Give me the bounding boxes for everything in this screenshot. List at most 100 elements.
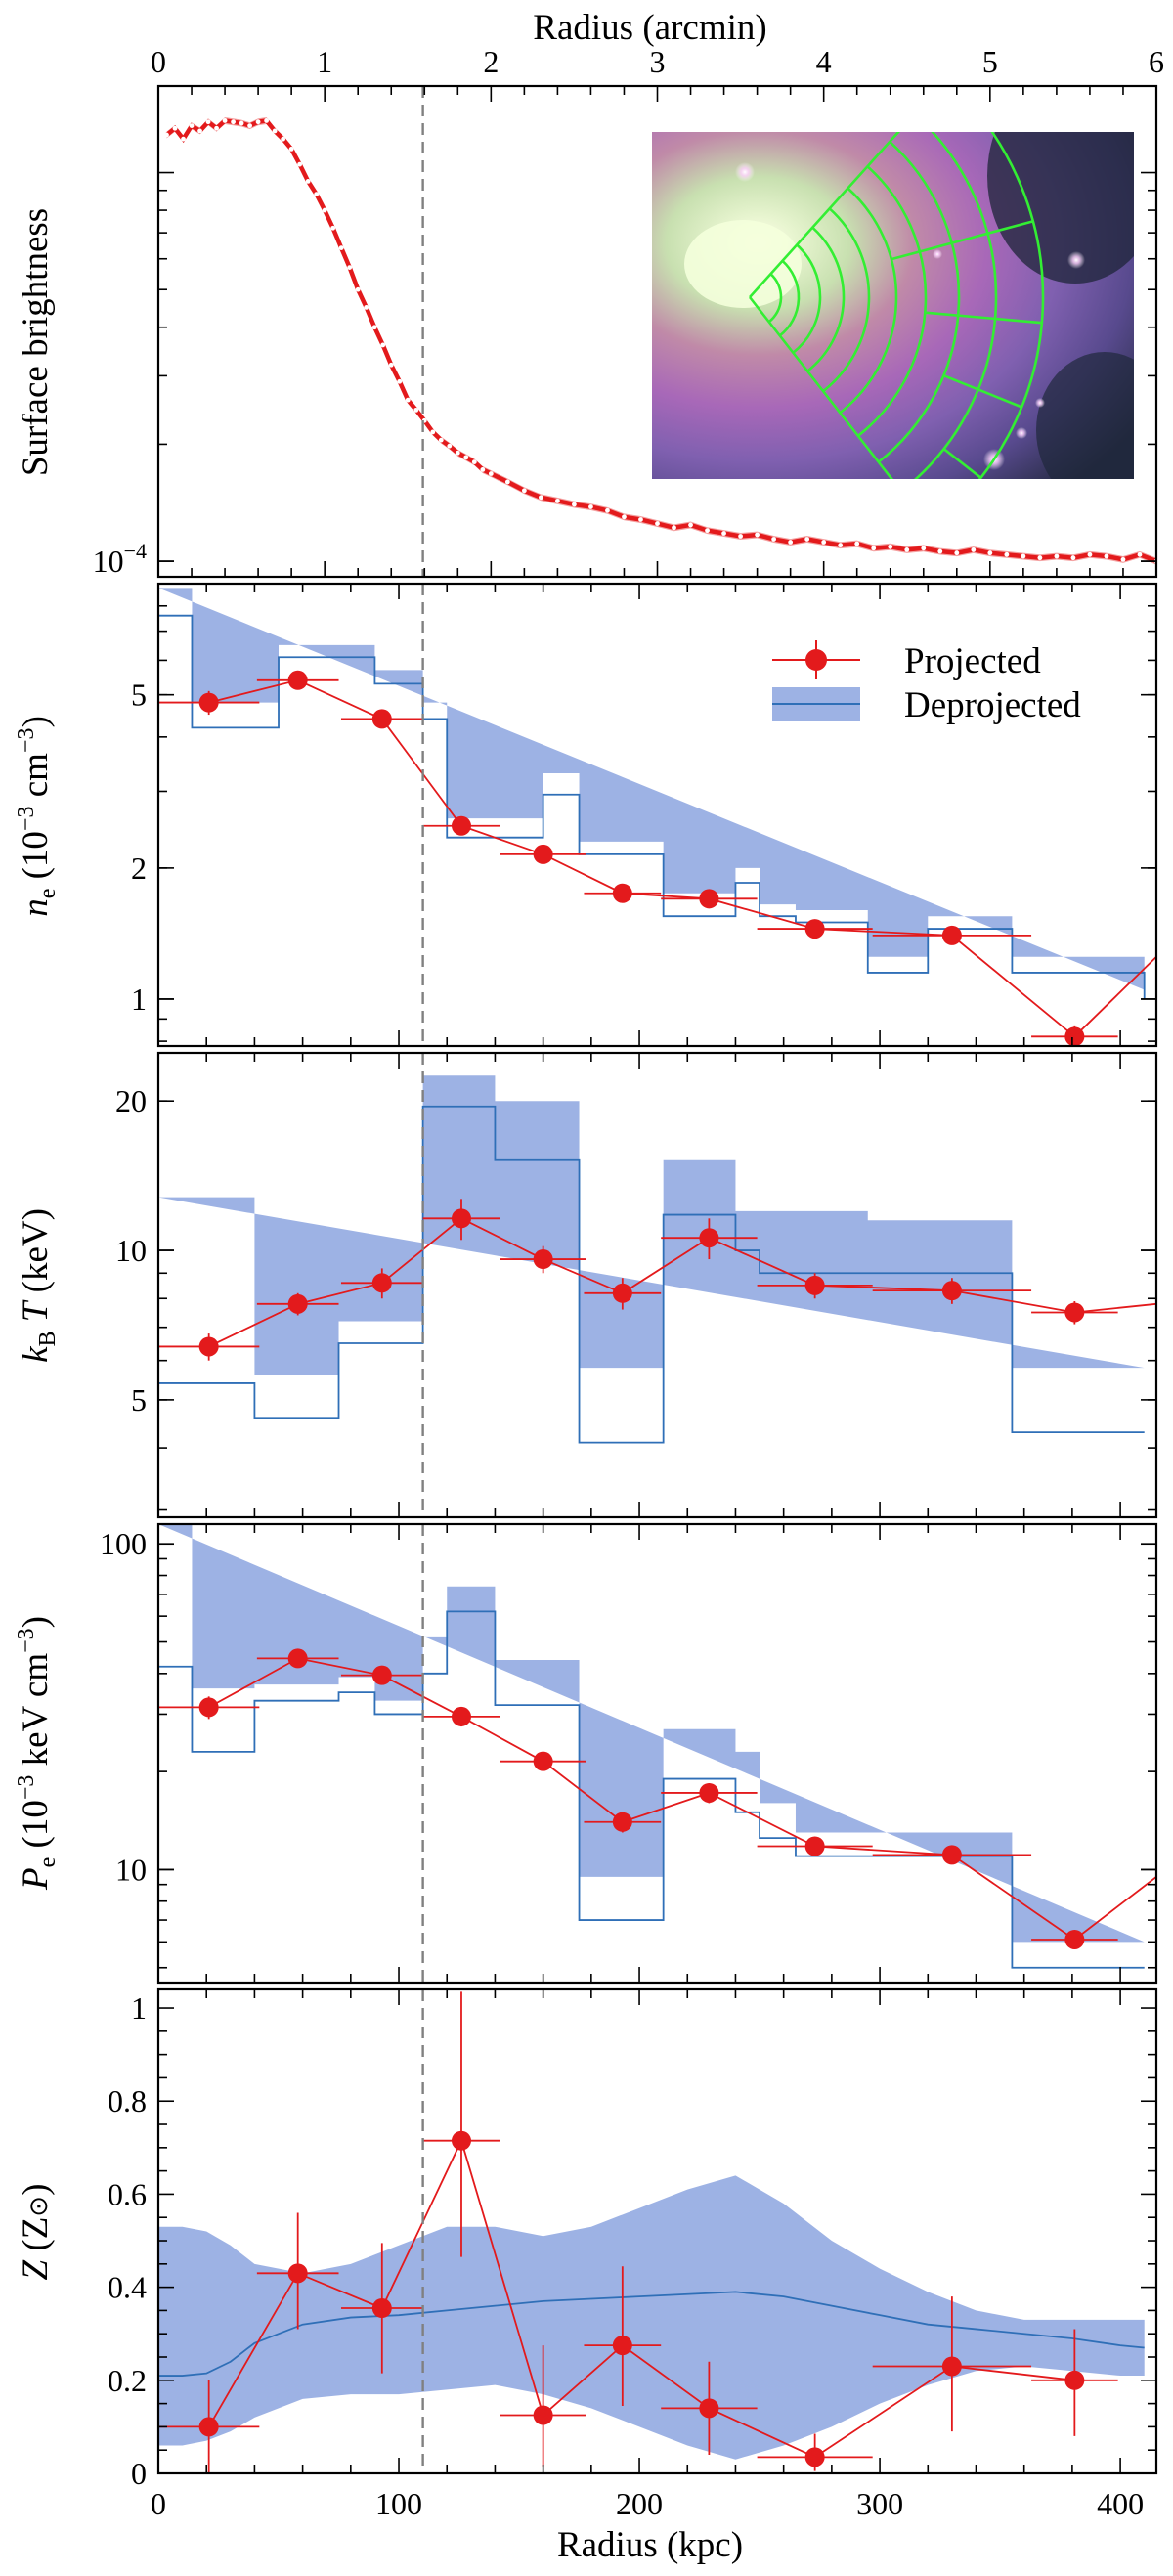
- kt-ylabel: kB T (keV): [16, 1208, 61, 1363]
- pe-ytick-label: 100: [100, 1526, 147, 1561]
- sb-point: [197, 128, 202, 134]
- sb-point: [1070, 555, 1076, 561]
- sector-arc: [806, 226, 846, 372]
- z-point: [699, 2398, 719, 2419]
- sb-point: [405, 397, 411, 403]
- sb-point: [463, 455, 469, 460]
- kt-deprojected-band: [158, 1075, 1145, 1375]
- kt-point: [451, 1208, 471, 1229]
- sector-split: [942, 373, 1022, 409]
- z-point: [1064, 2370, 1085, 2390]
- sb-point: [1137, 551, 1143, 557]
- legend-deprojected-label: Deprojected: [904, 685, 1081, 725]
- z-point: [533, 2405, 553, 2425]
- sb-point: [937, 548, 943, 554]
- z-point: [287, 2263, 308, 2284]
- kt-ytick-label: 10: [115, 1233, 147, 1268]
- sb-point: [755, 532, 760, 538]
- legend-projected-label: Projected: [904, 641, 1041, 681]
- sb-point: [338, 245, 344, 250]
- sb-plot-area: [164, 117, 1156, 565]
- sb-point: [721, 531, 726, 536]
- sb-point: [821, 540, 827, 545]
- sector-arc: [822, 207, 871, 393]
- sb-point: [622, 514, 627, 520]
- z-frame: [156, 1987, 1158, 2475]
- sb-point: [555, 498, 560, 503]
- sb-point: [904, 547, 910, 552]
- sb-point: [688, 522, 693, 528]
- kt-ytick-label: 5: [131, 1382, 147, 1418]
- sb-point: [397, 378, 403, 384]
- pe-point: [451, 1706, 471, 1726]
- pe-point: [941, 1845, 962, 1865]
- ne-frame: [156, 582, 1158, 1048]
- sector-split: [891, 220, 1034, 261]
- sector-arc: [839, 187, 898, 415]
- sector-edge: [748, 296, 893, 479]
- top-tick-label: 5: [982, 44, 998, 79]
- sb-point: [804, 537, 810, 542]
- bottom-tick-label: 400: [1097, 2486, 1144, 2521]
- sector-split: [925, 311, 1042, 325]
- z-ytick-label: 0.8: [108, 2083, 147, 2118]
- bottom-tick-label: 200: [616, 2486, 663, 2521]
- z-model-line: [158, 2291, 1145, 2377]
- z-ytick-label: 0.6: [108, 2176, 147, 2211]
- metallicity-panel: 0 100 200 300 400 0 0.2 0.4 0.6 0.8 1: [108, 1987, 1158, 2521]
- sb-point: [347, 265, 353, 270]
- sb-point: [854, 541, 860, 546]
- sb-point: [264, 118, 270, 123]
- z-point: [451, 2130, 471, 2151]
- pressure-panel: 10 100: [100, 1522, 1158, 1985]
- sb-point: [355, 286, 361, 292]
- sb-point: [588, 504, 593, 509]
- z-ytick-label: 0: [131, 2456, 147, 2491]
- ne-ytick-label: 5: [131, 677, 147, 713]
- kt-projected-tail: [1074, 1302, 1156, 1314]
- kt-point: [612, 1283, 632, 1303]
- z-ytick-label: 1: [131, 1990, 147, 2026]
- sb-point: [388, 362, 394, 368]
- sb-point: [231, 119, 236, 125]
- bottom-axis-title: Radius (kpc): [557, 2525, 743, 2565]
- sb-point: [871, 546, 877, 551]
- kt-plot-area: [158, 1075, 1156, 1444]
- sb-point: [788, 540, 794, 545]
- sector-arc: [913, 132, 998, 479]
- sb-point: [281, 136, 286, 142]
- ne-point: [287, 670, 308, 690]
- pe-plot-area: [158, 1524, 1156, 1969]
- ne-point: [533, 844, 553, 864]
- top-tick-label: 0: [151, 44, 166, 79]
- ne-point: [699, 889, 719, 909]
- sb-point: [305, 178, 311, 184]
- top-tick-label: 2: [483, 44, 499, 79]
- ne-ylabel: ne (10−3 cm−3): [14, 716, 61, 917]
- legend: Projected Deprojected: [772, 640, 1081, 725]
- cluster-image-inset: [652, 132, 1134, 479]
- sb-point: [672, 525, 676, 531]
- sb-point: [738, 534, 743, 539]
- sb-point: [1054, 553, 1060, 559]
- sb-point: [1087, 551, 1093, 557]
- sb-point: [214, 125, 219, 131]
- sb-point: [488, 471, 494, 476]
- z-point: [198, 2417, 219, 2437]
- kt-point: [699, 1228, 719, 1248]
- sb-point: [380, 342, 386, 348]
- sb-point: [455, 450, 460, 456]
- z-ytick-label: 0.2: [108, 2363, 147, 2398]
- sb-point: [1120, 556, 1126, 562]
- top-tick-label: 4: [816, 44, 832, 79]
- kt-point: [941, 1281, 962, 1301]
- pe-ytick-label: 10: [115, 1852, 147, 1887]
- ne-ytick-label: 2: [131, 851, 147, 886]
- sb-point: [921, 546, 927, 551]
- sb-point: [521, 488, 527, 494]
- sb-point: [189, 123, 195, 129]
- sector-arc: [978, 132, 1045, 479]
- sector-arc: [857, 165, 928, 437]
- pe-point: [198, 1697, 219, 1718]
- sb-point: [181, 136, 186, 142]
